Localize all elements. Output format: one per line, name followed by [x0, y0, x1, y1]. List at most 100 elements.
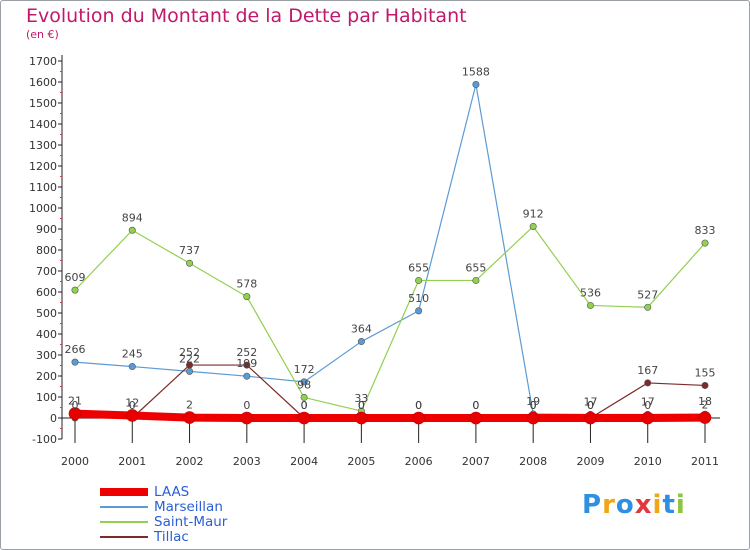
data-label-marseillan: 199 [236, 357, 257, 370]
data-label-tillac: 0 [530, 399, 537, 412]
logo-letter: x [634, 490, 653, 520]
data-point-saint-maur [701, 239, 709, 247]
data-point-laas [584, 411, 597, 425]
y-tick-label: 1100 [29, 181, 57, 194]
y-tick-label: 1200 [29, 160, 57, 173]
y-tick-label: 600 [36, 286, 57, 299]
legend-label: LAAS [154, 484, 190, 500]
x-tick-label: 2003 [233, 455, 261, 468]
x-tick-label: 2010 [634, 455, 662, 468]
y-tick-label: 800 [36, 244, 57, 257]
data-point-laas [297, 411, 311, 425]
data-label-laas: 21 [68, 395, 82, 408]
data-point-saint-maur [186, 259, 194, 267]
x-tick-label: 2004 [290, 455, 318, 468]
data-label-tillac: 155 [695, 366, 716, 379]
data-label-tillac: 252 [236, 346, 257, 359]
y-tick-label: 1400 [29, 118, 57, 131]
logo-letter: i [675, 490, 686, 520]
data-label-laas: 0 [530, 399, 537, 412]
data-point-laas [240, 411, 254, 425]
y-tick-label: 1300 [29, 139, 57, 152]
y-tick-label: 1500 [29, 97, 57, 110]
data-point-saint-maur [586, 301, 594, 309]
data-label-tillac: 0 [415, 399, 422, 412]
data-label-laas: 0 [472, 399, 479, 412]
data-label-marseillan: 17 [641, 395, 655, 408]
data-label-marseillan: 222 [179, 352, 200, 365]
data-label-saint-maur: 912 [523, 207, 544, 220]
data-label-marseillan: 245 [122, 348, 143, 361]
data-label-laas: 0 [415, 399, 422, 412]
data-label-saint-maur: 536 [580, 286, 601, 299]
data-label-tillac: 0 [587, 399, 594, 412]
data-label-tillac: 0 [472, 399, 479, 412]
chart-title: Evolution du Montant de la Dette par Hab… [26, 5, 467, 27]
legend-label: Saint-Maur [154, 514, 228, 530]
data-label-laas: 12 [125, 396, 139, 409]
y-tick-label: 100 [36, 391, 57, 404]
proxiti-logo: Proxiti [582, 490, 686, 520]
data-label-saint-maur: 894 [122, 211, 143, 224]
data-label-saint-maur: 655 [408, 261, 429, 274]
logo-letter: P [582, 490, 603, 520]
data-point-tillac [644, 379, 652, 387]
y-tick-label: 500 [36, 307, 57, 320]
data-point-saint-maur [415, 276, 423, 284]
data-point-laas [698, 411, 712, 424]
data-label-tillac: 167 [637, 364, 658, 377]
data-label-laas: 2 [702, 399, 709, 412]
x-tick-label: 2011 [691, 455, 719, 468]
data-label-tillac: 252 [179, 346, 200, 359]
data-label-laas: 0 [358, 399, 365, 412]
data-point-marseillan [300, 378, 308, 386]
data-point-laas [68, 407, 82, 420]
data-label-marseillan: 510 [408, 292, 429, 305]
logo-letter: o [615, 490, 635, 520]
x-tick-label: 2007 [462, 455, 490, 468]
data-point-marseillan [71, 358, 79, 366]
data-point-laas [125, 409, 139, 422]
legend-swatch [100, 488, 148, 496]
legend-swatch [100, 521, 148, 523]
y-tick-label: 400 [36, 328, 57, 341]
series-line-tillac [75, 364, 706, 419]
data-point-saint-maur [128, 226, 136, 234]
data-point-tillac [186, 361, 194, 369]
y-tick-label: 700 [36, 265, 57, 278]
series-line-laas [74, 409, 706, 422]
data-label-laas: 0 [644, 399, 651, 412]
logo-letter: t [662, 490, 676, 520]
data-point-marseillan [472, 81, 480, 89]
data-point-saint-maur [644, 303, 652, 311]
data-point-saint-maur [71, 286, 79, 294]
data-point-tillac [243, 361, 251, 369]
data-point-marseillan [415, 307, 423, 315]
data-label-laas: 0 [301, 399, 308, 412]
legend-label: Tillac [154, 529, 189, 545]
x-tick-label: 2009 [576, 455, 604, 468]
data-label-saint-maur: 98 [297, 378, 311, 391]
series-line-marseillan [74, 83, 706, 416]
data-point-tillac [701, 381, 709, 389]
data-label-tillac: 0 [358, 399, 365, 412]
data-label-saint-maur: 609 [65, 271, 86, 284]
data-point-marseillan [357, 338, 365, 346]
legend-label: Marseillan [154, 499, 223, 515]
x-tick-label: 2001 [118, 455, 146, 468]
data-point-laas [355, 411, 368, 425]
series-line-saint-maur [74, 225, 706, 412]
y-tick-label: 0 [50, 412, 57, 425]
data-point-laas [641, 411, 655, 425]
data-label-marseillan: 364 [351, 323, 372, 336]
x-tick-label: 2002 [176, 455, 204, 468]
data-label-laas: 0 [243, 399, 250, 412]
data-point-saint-maur [529, 222, 537, 230]
data-label-tillac: 0 [72, 399, 79, 412]
data-label-saint-maur: 737 [179, 244, 200, 257]
data-point-laas [412, 411, 425, 425]
data-point-saint-maur [472, 276, 480, 284]
data-label-saint-maur: 33 [354, 392, 368, 405]
y-tick-label: -100 [32, 433, 57, 446]
